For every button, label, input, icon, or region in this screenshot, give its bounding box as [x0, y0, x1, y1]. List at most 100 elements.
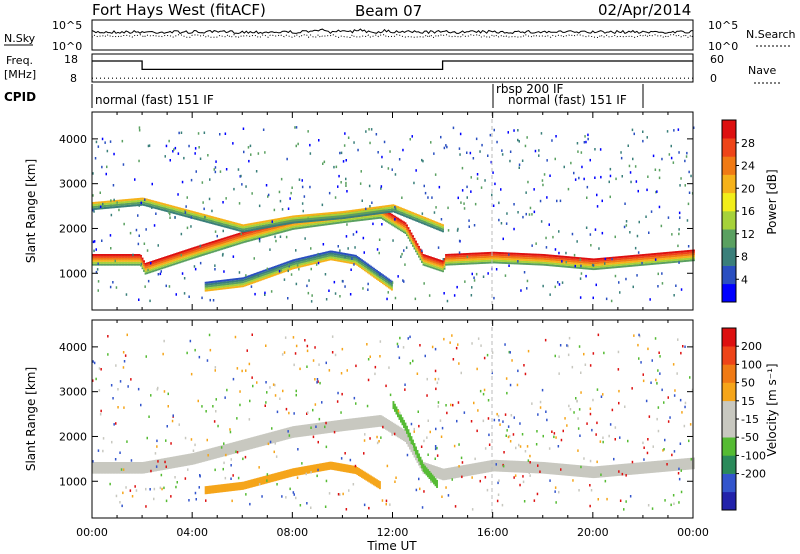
- echo-strip: [129, 462, 132, 474]
- echo-strip: [494, 253, 497, 256]
- echo-strip: [317, 220, 320, 223]
- echo-strip: [206, 214, 209, 217]
- echo-strip: [116, 261, 118, 264]
- echo-strip: [397, 208, 399, 211]
- echo-strip: [640, 254, 643, 257]
- echo-strip: [168, 208, 171, 211]
- echo-strip: [381, 274, 384, 277]
- echo-strip: [291, 219, 294, 222]
- echo-strip: [212, 284, 215, 287]
- echo-strip: [324, 251, 327, 254]
- echo-strip: [155, 263, 158, 266]
- echo-strip: [291, 228, 294, 230]
- echo-strip: [113, 462, 115, 474]
- echo-strip: [691, 255, 694, 258]
- echo-strip: [192, 252, 195, 255]
- echo-strip: [419, 217, 422, 220]
- echo-strip: [338, 221, 341, 224]
- echo-strip: [671, 257, 674, 260]
- echo-scatter: [138, 126, 141, 129]
- echo-strip: [122, 203, 124, 206]
- echo-strip: [290, 264, 293, 267]
- echo-strip: [297, 227, 300, 230]
- echo-strip: [156, 264, 159, 267]
- echo-strip: [233, 236, 236, 239]
- echo-strip: [96, 205, 99, 208]
- echo-strip: [680, 260, 683, 263]
- echo-strip: [303, 216, 306, 219]
- echo-strip: [165, 203, 168, 206]
- echo-strip: [302, 260, 305, 263]
- echo-scatter: [338, 174, 340, 178]
- echo-strip: [243, 278, 246, 281]
- echo-strip: [329, 222, 332, 225]
- echo-strip: [95, 261, 97, 264]
- echo-strip: [224, 287, 227, 290]
- echo-strip: [273, 271, 276, 274]
- echo-strip: [219, 220, 222, 223]
- echo-strip: [230, 245, 233, 248]
- echo-strip: [300, 263, 303, 266]
- echo-scatter: [370, 128, 373, 131]
- echo-scatter: [492, 204, 495, 207]
- echo-strip: [267, 432, 270, 445]
- echo-strip: [422, 255, 425, 258]
- echo-strip: [321, 218, 324, 221]
- echo-strip: [598, 263, 601, 266]
- echo-scatter: [365, 207, 367, 211]
- echo-strip: [308, 223, 311, 226]
- echo-strip: [637, 258, 640, 261]
- echo-strip: [296, 219, 299, 222]
- echo-strip: [440, 263, 443, 266]
- echo-strip: [508, 258, 511, 261]
- echo-strip: [394, 208, 396, 211]
- echo-strip: [182, 254, 185, 257]
- echo-strip: [188, 215, 191, 218]
- echo-strip: [538, 259, 541, 262]
- echo-strip: [107, 259, 109, 262]
- echo-strip: [123, 205, 126, 208]
- echo-strip: [167, 259, 170, 262]
- echo-scatter: [685, 155, 688, 158]
- echo-strip: [425, 219, 428, 222]
- echo-strip: [318, 253, 321, 256]
- echo-strip: [359, 258, 362, 261]
- echo-scatter: [339, 151, 341, 155]
- echo-scatter: [507, 131, 509, 134]
- echo-strip: [670, 257, 673, 260]
- echo-strip: [332, 222, 335, 225]
- echo-strip: [312, 219, 315, 222]
- echo-strip: [434, 221, 437, 224]
- echo-scatter: [609, 195, 611, 199]
- echo-strip: [509, 260, 512, 263]
- echo-scatter: [115, 286, 118, 289]
- echo-strip: [416, 215, 419, 218]
- echo-strip: [125, 257, 127, 260]
- echo-scatter: [168, 285, 171, 288]
- echo-scatter: [658, 205, 661, 209]
- echo-scatter: [92, 194, 94, 197]
- echo-strip: [197, 214, 200, 217]
- echo-strip: [403, 429, 405, 442]
- echo-scatter: [574, 178, 577, 181]
- echo-strip: [348, 261, 351, 264]
- echo-strip: [503, 252, 506, 255]
- echo-strip: [339, 254, 342, 257]
- echo-strip: [138, 199, 141, 202]
- echo-strip: [689, 253, 692, 256]
- echo-strip: [158, 262, 161, 265]
- echo-strip: [197, 247, 200, 250]
- echo-strip: [632, 260, 635, 263]
- echo-strip: [263, 222, 266, 225]
- echo-strip: [117, 257, 120, 260]
- echo-scatter: [401, 196, 403, 199]
- echo-strip: [380, 213, 383, 216]
- echo-strip: [164, 458, 167, 470]
- echo-strip: [693, 249, 695, 252]
- echo-strip: [255, 274, 258, 277]
- echo-strip: [230, 282, 233, 285]
- echo-strip: [311, 258, 314, 261]
- echo-strip: [397, 227, 399, 230]
- echo-strip: [635, 254, 638, 257]
- echo-strip: [353, 260, 356, 263]
